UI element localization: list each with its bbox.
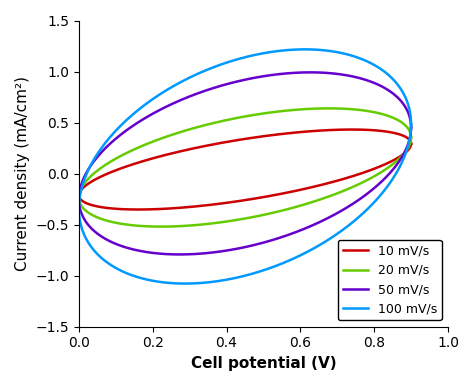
100 mV/s: [408, 122, 414, 127]
100 mV/s: [407, 136, 413, 141]
20 mV/s: [407, 142, 413, 147]
20 mV/s: [316, 198, 322, 202]
Line: 20 mV/s: 20 mV/s: [79, 108, 411, 227]
100 mV/s: [316, 243, 322, 248]
20 mV/s: [78, 187, 83, 192]
Line: 10 mV/s: 10 mV/s: [79, 130, 411, 210]
10 mV/s: [408, 142, 414, 146]
20 mV/s: [326, 106, 331, 111]
20 mV/s: [77, 190, 82, 194]
20 mV/s: [158, 224, 164, 229]
50 mV/s: [106, 239, 112, 243]
10 mV/s: [316, 183, 322, 188]
20 mV/s: [106, 219, 112, 223]
10 mV/s: [407, 146, 413, 150]
100 mV/s: [77, 195, 82, 199]
50 mV/s: [407, 136, 413, 141]
100 mV/s: [303, 47, 309, 52]
10 mV/s: [408, 142, 414, 146]
50 mV/s: [77, 188, 82, 192]
50 mV/s: [82, 218, 88, 223]
100 mV/s: [78, 190, 83, 195]
100 mV/s: [106, 261, 112, 266]
100 mV/s: [408, 122, 414, 127]
20 mV/s: [408, 135, 414, 140]
10 mV/s: [136, 207, 141, 212]
Legend: 10 mV/s, 20 mV/s, 50 mV/s, 100 mV/s: 10 mV/s, 20 mV/s, 50 mV/s, 100 mV/s: [337, 240, 442, 320]
50 mV/s: [316, 220, 322, 225]
50 mV/s: [78, 185, 83, 189]
10 mV/s: [349, 127, 355, 132]
50 mV/s: [307, 70, 312, 74]
50 mV/s: [408, 125, 414, 130]
50 mV/s: [408, 125, 414, 130]
100 mV/s: [182, 281, 188, 286]
20 mV/s: [82, 208, 88, 212]
20 mV/s: [408, 135, 414, 140]
10 mV/s: [82, 200, 88, 205]
Y-axis label: Current density (mA/cm²): Current density (mA/cm²): [15, 76, 30, 271]
100 mV/s: [82, 234, 88, 239]
X-axis label: Cell potential (V): Cell potential (V): [191, 356, 336, 371]
10 mV/s: [78, 188, 83, 193]
Line: 100 mV/s: 100 mV/s: [79, 49, 411, 284]
50 mV/s: [176, 252, 182, 257]
10 mV/s: [77, 190, 82, 194]
10 mV/s: [106, 206, 112, 210]
Line: 50 mV/s: 50 mV/s: [79, 72, 411, 254]
